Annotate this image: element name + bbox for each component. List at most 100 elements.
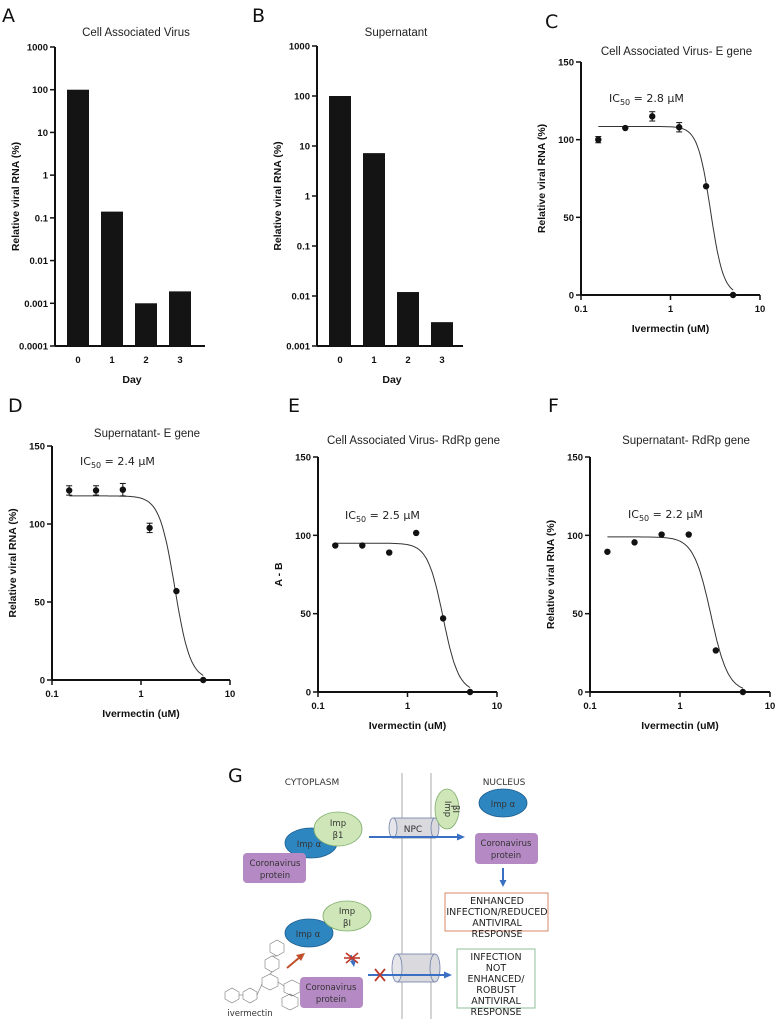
x-tick-label: 0.1	[583, 701, 597, 712]
data-point	[675, 124, 683, 131]
y-tick-label: 50	[300, 609, 311, 620]
ivermectin-label: ivermectin	[227, 1009, 272, 1019]
bar-day-3	[431, 322, 453, 346]
drug-arrow	[286, 956, 301, 969]
bar-day-1	[363, 153, 385, 346]
data-point	[649, 113, 656, 120]
x-tick-label: 10	[765, 701, 775, 712]
chart-title: Supernatant	[365, 27, 428, 39]
chart-title: Cell Associated Virus- E gene	[601, 46, 752, 58]
y-tick-label: 1000	[289, 42, 310, 53]
y-tick-label: 150	[558, 58, 574, 69]
imp-beta-nucleus-label-top: Imp	[442, 801, 452, 817]
panel-label-c: C	[545, 11, 558, 33]
bar-day-2	[135, 303, 157, 346]
y-tick-label: 1	[305, 192, 311, 203]
fit-curve	[69, 495, 204, 676]
data-point	[739, 688, 747, 696]
y-tick-label: 50	[34, 598, 45, 609]
coronavirus-protein-nucleus-label-1: Coronavirus	[481, 839, 533, 849]
imp-beta-bottom-label-bottom: βI	[343, 919, 351, 929]
x-axis-label: Ivermectin (uM)	[641, 720, 719, 732]
data-point	[65, 487, 73, 494]
bar-day-3	[169, 291, 191, 346]
panel-label-g: G	[228, 765, 243, 787]
coronavirus-protein-nucleus-label-2: protein	[491, 851, 521, 861]
data-point	[200, 676, 207, 684]
y-axis-label: Relative viral RNA (%)	[10, 142, 22, 251]
panel-e: E Cell Associated Virus- RdRp gene A - B 0 5…	[273, 395, 502, 732]
data-point	[658, 531, 665, 538]
y-tick-label: 100	[294, 92, 310, 103]
y-tick-label: 1	[43, 171, 49, 182]
panel-d: D Supernatant- E gene Relative viral RNA (…	[7, 395, 235, 720]
panel-g-diagram: G CYTOPLASM NUCLEUS Imp α Imp β1 Coronav…	[224, 765, 549, 1019]
data-point	[439, 615, 447, 622]
bar-day-0	[329, 96, 351, 346]
panel-label-a: A	[2, 5, 15, 27]
blocked-import-arrow-head	[444, 971, 452, 979]
y-tick-label: 1000	[27, 43, 48, 54]
npc-bottom-left-cap	[391, 953, 403, 983]
x-tick-label: 2	[405, 355, 410, 366]
coronavirus-protein-label-1: Coronavirus	[250, 859, 302, 869]
outcome-enhanced-line-2: INFECTION/REDUCED	[446, 907, 547, 918]
coronavirus-protein-label-2: protein	[260, 871, 290, 881]
outcome-enhanced-line-4: RESPONSE	[472, 929, 523, 940]
x-axis-label: Day	[122, 374, 141, 386]
x-tick-label: 3	[177, 355, 182, 366]
outcome-blocked-line-3: ENHANCED/	[467, 974, 525, 985]
x-tick-label: 2	[143, 355, 148, 366]
outcome-blocked-line-5: ANTIVIRAL	[471, 996, 521, 1007]
data-point	[712, 647, 720, 654]
panel-b: B Supernatant Relative viral RNA (%) 0.001 0…	[252, 5, 463, 386]
outcome-enhanced-line-1: ENHANCED	[470, 896, 524, 907]
y-tick-label: 150	[567, 453, 583, 464]
panel-label-b: B	[252, 5, 265, 27]
imp-beta-nucleus-shape	[434, 788, 460, 830]
imp-beta-nucleus-label-bottom: βI	[450, 805, 460, 813]
y-tick-label: 0.001	[286, 342, 310, 353]
data-point	[466, 688, 474, 696]
data-point	[332, 542, 339, 549]
y-tick-label: 100	[567, 531, 583, 542]
outcome-blocked-line-2: NOT	[486, 963, 507, 974]
blocked-import-cross-icon	[374, 968, 386, 982]
data-point	[622, 124, 629, 132]
ic50-annotation: IC50 = 2.5 µM	[345, 509, 420, 524]
data-point	[119, 486, 127, 493]
ic50-annotation: IC50 = 2.8 µM	[609, 92, 684, 107]
blocked-binding-arrow-head	[350, 960, 356, 967]
x-tick-label: 0.1	[574, 304, 588, 315]
imp-alpha-bottom-label: Imp α	[296, 930, 321, 940]
outcome-enhanced-box	[444, 892, 549, 932]
x-tick-label: 10	[755, 304, 766, 315]
data-point	[631, 539, 638, 546]
nucleus-label: NUCLEUS	[483, 778, 526, 788]
imp-beta-label-top: Imp	[330, 819, 346, 829]
x-tick-label: 10	[492, 701, 503, 712]
y-tick-label: 50	[572, 609, 583, 620]
y-tick-label: 0	[306, 688, 311, 699]
y-tick-label: 0.1	[35, 213, 49, 224]
y-tick-label: 150	[29, 442, 45, 453]
chart-title: Supernatant- E gene	[94, 428, 200, 440]
bar-day-1	[101, 211, 123, 346]
y-tick-label: 100	[558, 135, 574, 146]
x-axis-label: Ivermectin (uM)	[369, 720, 447, 732]
panel-a: A Cell Associated Virus Relative viral RNA…	[2, 5, 205, 386]
down-arrow-head	[499, 880, 507, 887]
data-point	[604, 548, 611, 555]
ic50-annotation: IC50 = 2.2 µM	[628, 508, 703, 523]
npc-left-cap	[388, 817, 398, 839]
cytoplasm-label: CYTOPLASM	[285, 778, 340, 788]
npc-bottom-right-cap	[429, 953, 441, 983]
x-tick-label: 1	[668, 304, 674, 315]
data-point	[92, 487, 100, 494]
fit-curve	[335, 542, 471, 688]
drug-arrow-head	[296, 953, 305, 961]
x-tick-label: 10	[225, 689, 236, 700]
outcome-enhanced-line-3: ANTIVIRAL	[472, 918, 522, 929]
x-tick-label: 1	[405, 701, 411, 712]
